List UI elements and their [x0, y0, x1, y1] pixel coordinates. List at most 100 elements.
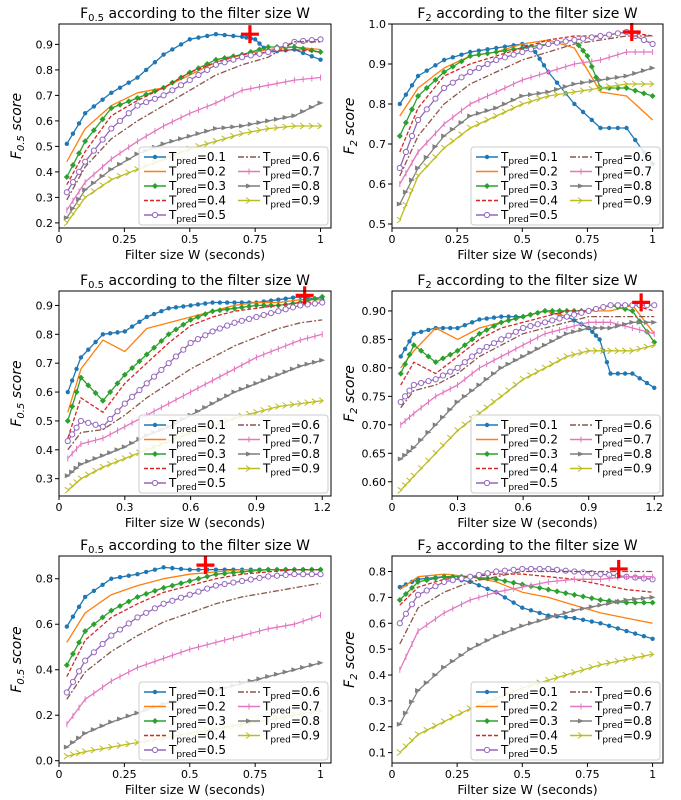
- series-marker: [502, 44, 508, 49]
- legend-entry: Tpred=0.6: [238, 418, 320, 435]
- series-marker: [476, 382, 483, 388]
- series-marker: [300, 109, 307, 115]
- legend-entry: Tpred=0.3: [144, 447, 226, 464]
- legend-label: Tpred=0.2: [168, 700, 226, 717]
- legend-entry: Tpred=0.1: [144, 418, 226, 435]
- plot-frame: [391, 555, 664, 764]
- legend-label: Tpred=0.8: [594, 714, 652, 731]
- legend-prefix: T: [262, 194, 271, 208]
- series-marker: [597, 571, 604, 578]
- title-rest: according to the filter size W: [104, 6, 310, 22]
- series-marker: [202, 311, 209, 318]
- series-marker: [311, 359, 318, 365]
- legend-label: Tpred=0.5: [168, 743, 226, 760]
- legend-value: 0.3: [207, 714, 226, 728]
- series-marker: [407, 339, 412, 344]
- legend-box: [138, 146, 329, 226]
- legend-prefix: T: [168, 433, 177, 447]
- series-line: [66, 46, 321, 163]
- series-marker: [203, 140, 210, 148]
- series-marker: [415, 688, 422, 694]
- legend-eq: =: [529, 743, 539, 757]
- series-marker: [467, 53, 474, 59]
- series-marker: [74, 366, 79, 372]
- legend-eq: =: [291, 433, 301, 447]
- series-marker: [196, 567, 201, 572]
- ylabel-rest: score: [342, 631, 358, 673]
- legend-value: 0.8: [633, 447, 652, 461]
- series-marker: [268, 298, 274, 303]
- series-marker: [584, 53, 591, 59]
- series-marker: [556, 315, 563, 322]
- legend-eq: =: [291, 150, 301, 164]
- series-marker: [69, 650, 76, 657]
- series-marker: [614, 599, 621, 605]
- chart-panel: F2 according to the filter size W0 0.25 0.…: [342, 538, 664, 797]
- ylabel-sub: 2: [349, 673, 360, 679]
- series-marker: [409, 83, 415, 88]
- series-marker: [447, 368, 454, 375]
- series-group: [396, 594, 656, 727]
- legend-entry: Tpred=0.2: [476, 700, 558, 717]
- series-marker: [125, 713, 132, 719]
- series-marker: [441, 57, 447, 63]
- legend-sub: pred: [602, 469, 622, 479]
- legend-sub: pred: [602, 440, 622, 450]
- series-line: [399, 83, 653, 221]
- legend-value: 0.1: [207, 418, 226, 432]
- series-marker: [282, 566, 289, 573]
- series-marker: [570, 351, 576, 358]
- series-group: [397, 341, 657, 494]
- series-marker: [432, 359, 439, 366]
- series-marker: [640, 595, 647, 601]
- ylabel-sub: 0.5: [16, 669, 27, 685]
- series-marker: [597, 602, 604, 608]
- series-marker: [73, 389, 80, 396]
- series-marker: [462, 322, 468, 328]
- legend-sub: pred: [176, 425, 196, 435]
- series-marker: [520, 324, 527, 332]
- series-marker: [85, 382, 92, 389]
- series-marker: [273, 671, 280, 677]
- series-marker: [217, 300, 223, 305]
- series-marker: [449, 79, 456, 86]
- legend-eq: =: [197, 729, 207, 743]
- legend-value: 0.3: [207, 447, 226, 461]
- series-marker: [406, 477, 412, 485]
- series-marker: [117, 603, 124, 610]
- series-marker: [597, 84, 603, 92]
- series-marker: [458, 58, 465, 65]
- legend-value: 0.1: [207, 150, 226, 164]
- series-marker: [536, 43, 543, 50]
- legend-label: Tpred=0.6: [262, 418, 320, 435]
- series-marker: [406, 448, 413, 454]
- series-marker: [408, 106, 415, 113]
- series-marker: [562, 671, 568, 679]
- series-marker: [498, 336, 505, 343]
- series-marker: [247, 576, 254, 583]
- series-marker: [311, 300, 319, 307]
- series-marker: [562, 590, 569, 597]
- legend-prefix: T: [594, 714, 603, 728]
- legend-value: 0.6: [301, 418, 320, 432]
- legend-prefix: T: [594, 179, 603, 193]
- legend-sub: pred: [602, 721, 622, 731]
- series-marker: [562, 89, 568, 97]
- series-marker: [289, 401, 295, 408]
- series-marker: [599, 347, 606, 355]
- series-marker: [230, 569, 237, 576]
- series-marker: [308, 122, 314, 130]
- title-sub: 2: [425, 280, 431, 291]
- y-axis-label: F0.5 score: [9, 360, 27, 426]
- series-marker: [275, 403, 281, 410]
- y-tick-label: 0.3: [36, 473, 54, 486]
- series-marker: [633, 137, 638, 143]
- legend-value: 0.3: [539, 714, 558, 728]
- legend-entry: Tpred=0.3: [476, 179, 558, 196]
- series-marker: [629, 347, 635, 355]
- legend-prefix: T: [500, 462, 509, 476]
- series-marker: [484, 154, 490, 160]
- series-marker: [585, 325, 592, 331]
- legend-label: Tpred=0.7: [262, 433, 320, 450]
- series-marker: [527, 92, 534, 98]
